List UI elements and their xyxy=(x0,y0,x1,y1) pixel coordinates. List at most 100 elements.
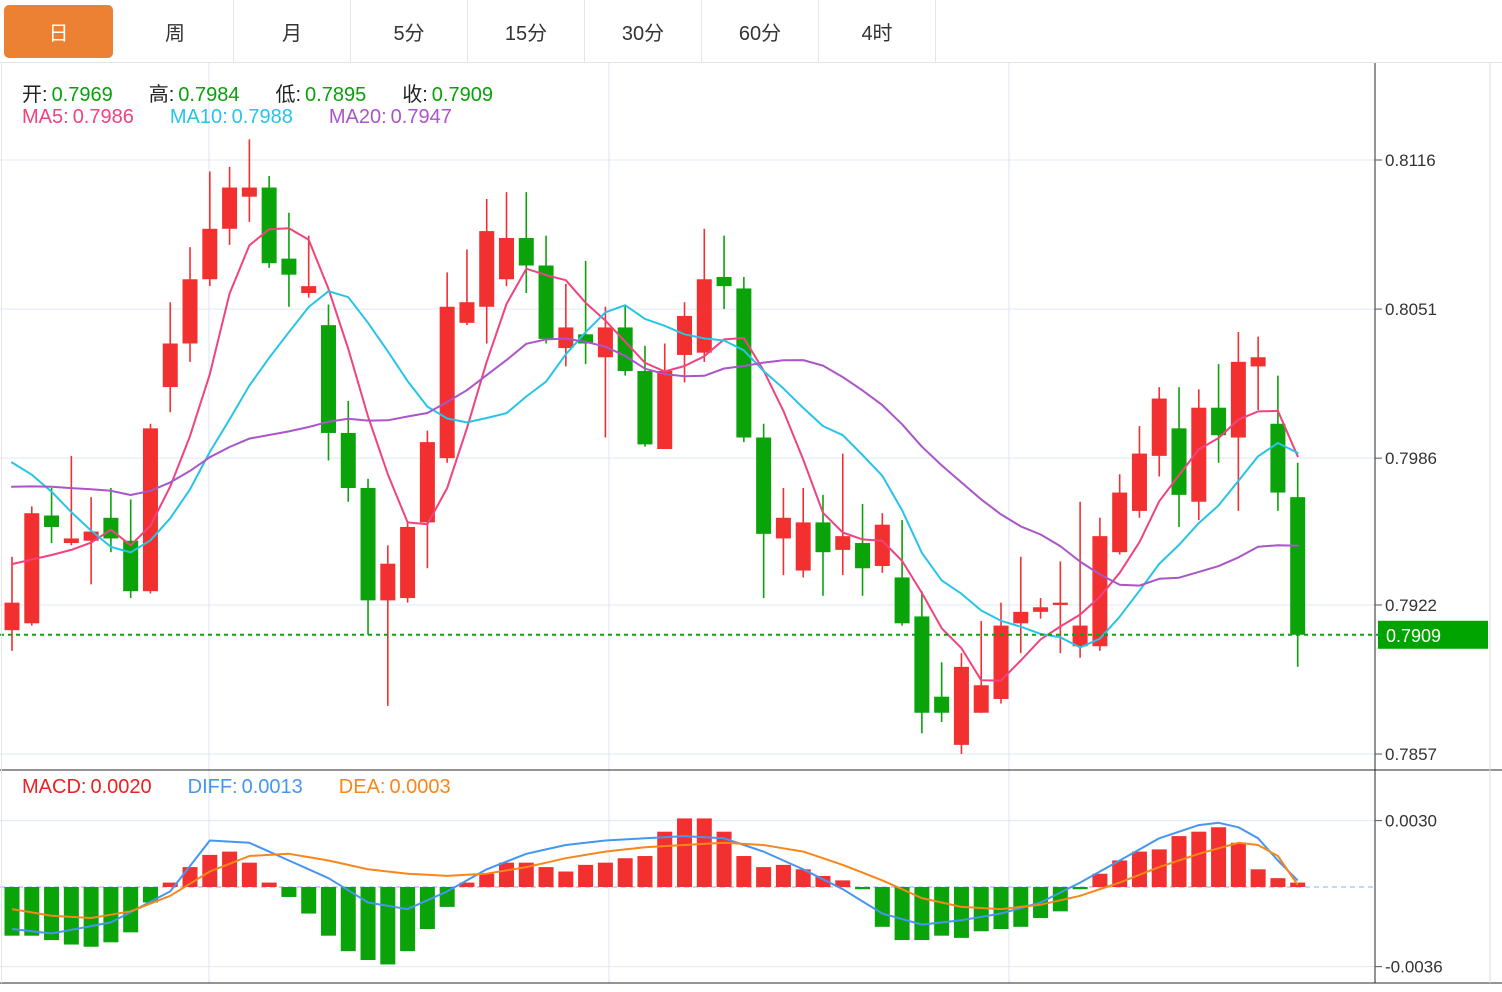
candle xyxy=(934,696,950,713)
tab-label: 月 xyxy=(282,22,302,45)
candle xyxy=(360,487,376,601)
macd-bar xyxy=(340,887,356,952)
legend-value: 0.7895 xyxy=(305,84,367,106)
macd-bar xyxy=(1052,887,1068,912)
legend-value: 0.7969 xyxy=(51,84,113,106)
macd-bar xyxy=(677,818,693,887)
macd-bar xyxy=(1131,851,1147,887)
macd-bar xyxy=(1211,827,1227,887)
price-tick-label: 0.8051 xyxy=(1385,300,1437,319)
macd-bar xyxy=(1171,836,1187,887)
candle xyxy=(993,625,1009,699)
macd-bar xyxy=(835,880,851,887)
macd-bar xyxy=(142,887,158,903)
candle xyxy=(301,286,317,294)
candle xyxy=(1211,407,1227,436)
macd-bar xyxy=(696,818,712,887)
candle xyxy=(103,517,119,539)
legend-label: 开: xyxy=(22,84,48,106)
macd-tick-label: 0.0030 xyxy=(1385,812,1437,831)
macd-bar xyxy=(380,887,396,965)
candle xyxy=(677,315,693,355)
current-price-badge xyxy=(1378,620,1488,649)
price-tick-label: 0.7986 xyxy=(1385,449,1437,468)
legend-label: 低: xyxy=(275,84,302,106)
candle xyxy=(1112,492,1128,553)
legend-item: MA5: 0.7986 xyxy=(22,106,134,129)
macd-bar xyxy=(597,862,613,887)
candle xyxy=(182,279,198,344)
macd-bar xyxy=(320,887,336,936)
macd-bar xyxy=(1250,869,1266,887)
macd-bar xyxy=(953,887,969,938)
candle xyxy=(142,428,158,592)
macd-bar xyxy=(459,882,475,887)
candle xyxy=(63,538,79,544)
candle xyxy=(1171,428,1187,495)
macd-bar xyxy=(123,887,139,933)
legend-label: DIFF: xyxy=(187,776,238,798)
macd-tick-label: -0.0036 xyxy=(1385,958,1443,977)
candle xyxy=(1013,611,1029,624)
macd-bar xyxy=(855,887,871,890)
candle xyxy=(83,531,99,541)
candle xyxy=(1092,536,1108,647)
legend-value: 0.0020 xyxy=(90,776,152,798)
candle xyxy=(894,577,910,624)
tab-15min[interactable]: 15分 xyxy=(468,0,585,62)
tab-month[interactable]: 月 xyxy=(234,0,351,62)
legend-value: 0.0003 xyxy=(389,776,451,798)
tab-4hour[interactable]: 4时 xyxy=(819,0,936,62)
candle xyxy=(1230,361,1246,438)
candle xyxy=(1250,357,1266,367)
legend-label: MA10: xyxy=(169,106,228,128)
macd-bar xyxy=(617,858,633,887)
macd-bar xyxy=(439,887,455,907)
candle xyxy=(953,666,969,745)
candle xyxy=(815,522,831,553)
candle xyxy=(657,371,673,449)
candle xyxy=(538,265,554,339)
tab-5min[interactable]: 5分 xyxy=(351,0,468,62)
tab-label: 5分 xyxy=(393,22,425,45)
macd-bar xyxy=(479,873,495,887)
candle xyxy=(1052,602,1068,605)
ma-readout: MA5: 0.7986 MA10: 0.7988 MA20: 0.7947 xyxy=(22,106,488,129)
candle xyxy=(44,515,60,527)
candle xyxy=(439,306,455,459)
price-tick-label: 0.7922 xyxy=(1385,596,1437,615)
ma-line-ma10 xyxy=(11,290,1299,649)
ohlc-readout: 开: 0.7969 高: 0.7984 低: 0.7895 收: 0.7909 xyxy=(22,78,529,107)
candle xyxy=(518,237,534,266)
legend-item: 收: 0.7909 xyxy=(402,78,493,107)
macd-diff-line xyxy=(11,821,1299,935)
macd-bar xyxy=(894,887,910,941)
candle xyxy=(835,536,851,550)
macd-bar xyxy=(558,871,574,887)
candle xyxy=(340,432,356,488)
tab-30min[interactable]: 30分 xyxy=(585,0,702,62)
tab-60min[interactable]: 60分 xyxy=(702,0,819,62)
legend-item: MA20: 0.7947 xyxy=(329,106,452,129)
legend-label: DEA: xyxy=(338,776,386,798)
legend-item: 低: 0.7895 xyxy=(275,78,366,107)
legend-value: 0.7988 xyxy=(231,106,293,128)
macd-bar xyxy=(44,887,60,941)
legend-label: MA20: xyxy=(328,106,387,128)
macd-bar xyxy=(222,851,238,887)
current-price-badge-label: 0.7909 xyxy=(1386,626,1441,646)
macd-bar xyxy=(419,887,435,930)
tab-day[interactable]: 日 xyxy=(0,0,117,62)
candle xyxy=(1290,497,1306,635)
macd-bar xyxy=(301,887,317,914)
macd-bar xyxy=(578,864,594,887)
tab-week[interactable]: 周 xyxy=(117,0,234,62)
macd-bar xyxy=(993,887,1009,930)
candle xyxy=(874,524,890,566)
price-tick-label: 0.7857 xyxy=(1385,745,1437,764)
candle xyxy=(775,517,791,539)
macd-bar xyxy=(815,875,831,887)
macd-bar xyxy=(360,887,376,961)
